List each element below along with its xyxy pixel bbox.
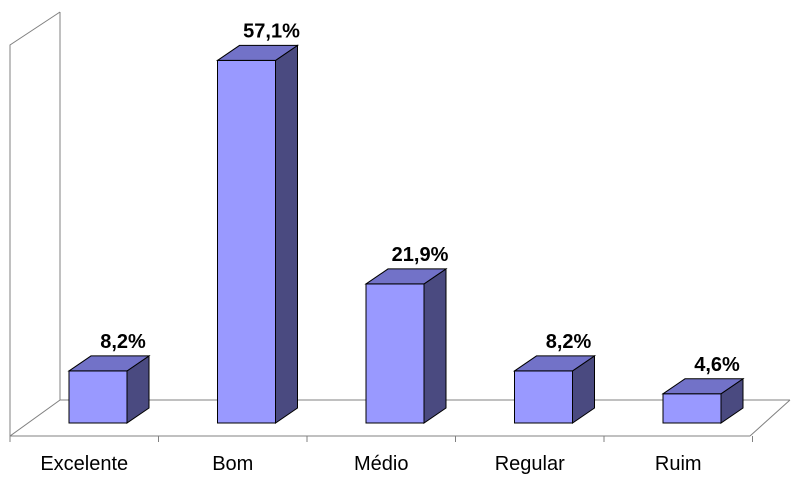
bar-side-face [423,267,447,424]
back-wall-left-edge [9,11,61,437]
data-label: 8,2% [546,331,592,353]
x-tick-label: Regular [495,453,565,475]
bar-top-face [661,378,745,395]
data-labels: 8,2% 57,1% 21,9% 8,2% 4,6% [100,20,740,375]
bar-médio [364,267,448,424]
bar-ruim [661,377,745,424]
bar-excelente [67,354,151,424]
floor-right-edge [749,399,791,437]
x-tick-label: Excelente [40,453,128,475]
bar-top-face [364,268,448,285]
bar-front-face [68,370,128,424]
data-label: 21,9% [392,244,449,266]
x-tick-label: Ruim [655,453,702,475]
bar-front-face [217,59,276,424]
bar-regular [512,354,597,424]
data-label: 57,1% [243,20,300,42]
data-label: 8,2% [100,331,146,353]
data-label: 4,6% [694,354,740,376]
bar-front-face [365,283,425,424]
x-tick-label: Bom [212,453,253,475]
bar-bom [215,44,300,424]
bars [67,44,745,424]
bar-top-face [67,355,151,372]
bar-front-face [514,370,573,424]
bar-top-face [215,44,300,61]
x-tick-label: Médio [354,453,408,475]
x-axis-ticks [9,436,753,442]
bar-side-face [275,44,298,424]
x-axis-labels: Excelente Bom Médio Regular Ruim [40,453,701,475]
bar-front-face [662,393,722,424]
bar-top-face [512,355,597,372]
